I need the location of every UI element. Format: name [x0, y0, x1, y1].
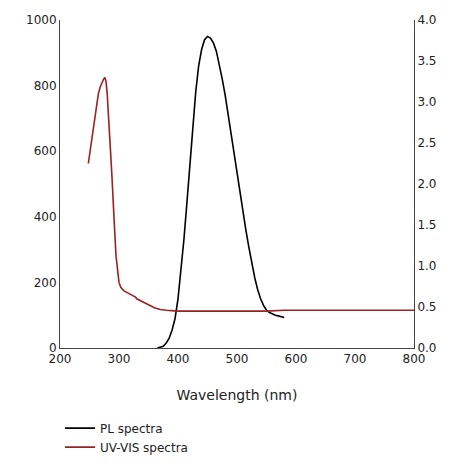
svg-text:3.5: 3.5 — [417, 54, 436, 68]
svg-text:0: 0 — [49, 341, 57, 355]
svg-text:400: 400 — [34, 210, 57, 224]
svg-text:Wavelength (nm): Wavelength (nm) — [177, 387, 298, 403]
svg-text:200: 200 — [34, 276, 57, 290]
svg-text:2.5: 2.5 — [417, 136, 436, 150]
svg-text:PL spectra: PL spectra — [100, 422, 163, 436]
svg-text:3.0: 3.0 — [417, 95, 436, 109]
svg-text:500: 500 — [226, 352, 249, 366]
svg-text:4.0: 4.0 — [417, 13, 436, 27]
svg-text:2.0: 2.0 — [417, 177, 436, 191]
svg-text:400: 400 — [167, 352, 190, 366]
svg-text:UV-VIS spectra: UV-VIS spectra — [100, 441, 188, 455]
svg-text:1000: 1000 — [26, 13, 57, 27]
svg-text:1.5: 1.5 — [417, 218, 436, 232]
svg-text:700: 700 — [344, 352, 367, 366]
svg-text:0.0: 0.0 — [417, 341, 436, 355]
svg-text:300: 300 — [108, 352, 131, 366]
svg-text:200: 200 — [49, 352, 72, 366]
svg-text:600: 600 — [34, 144, 57, 158]
svg-text:800: 800 — [403, 352, 426, 366]
svg-text:1.0: 1.0 — [417, 259, 436, 273]
svg-text:0.5: 0.5 — [417, 300, 436, 314]
svg-text:600: 600 — [285, 352, 308, 366]
svg-text:800: 800 — [34, 79, 57, 93]
